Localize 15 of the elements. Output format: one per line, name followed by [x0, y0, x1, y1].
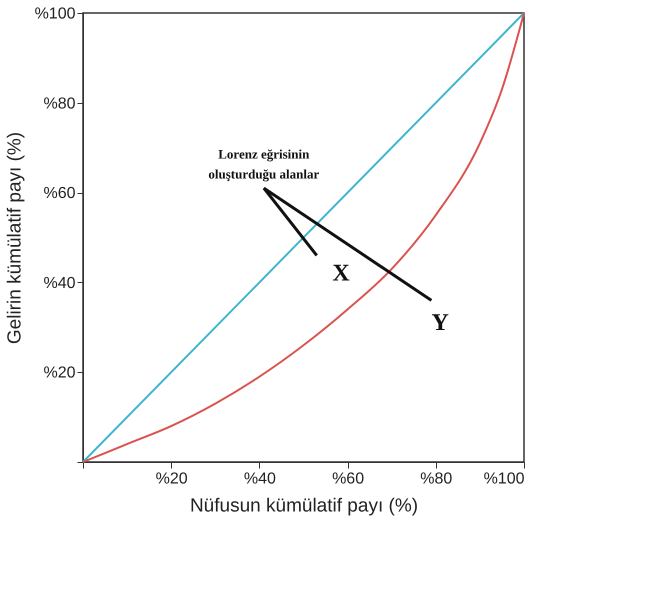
- annotation: Lorenz eğrisinin oluşturduğu alanlar: [208, 146, 320, 182]
- annotation: Y: [432, 310, 449, 336]
- x-tick-label: %100: [484, 470, 525, 488]
- y-axis-title: Gelirin kümülatif payı (%): [4, 132, 26, 344]
- annotation: X: [332, 260, 350, 286]
- y-tick-label: %40: [43, 274, 76, 292]
- x-tick-label: %20: [156, 470, 188, 488]
- x-axis-title: Nüfusun kümülatif payı (%): [190, 496, 418, 516]
- y-tick-label: %60: [43, 185, 76, 202]
- y-tick-label: %80: [43, 95, 76, 112]
- y-tick-label: %100: [34, 6, 76, 22]
- x-tick-label: %60: [332, 470, 364, 488]
- x-tick-label: %80: [420, 470, 452, 488]
- x-tick-label: %40: [244, 470, 276, 488]
- y-tick-label: %20: [43, 364, 76, 382]
